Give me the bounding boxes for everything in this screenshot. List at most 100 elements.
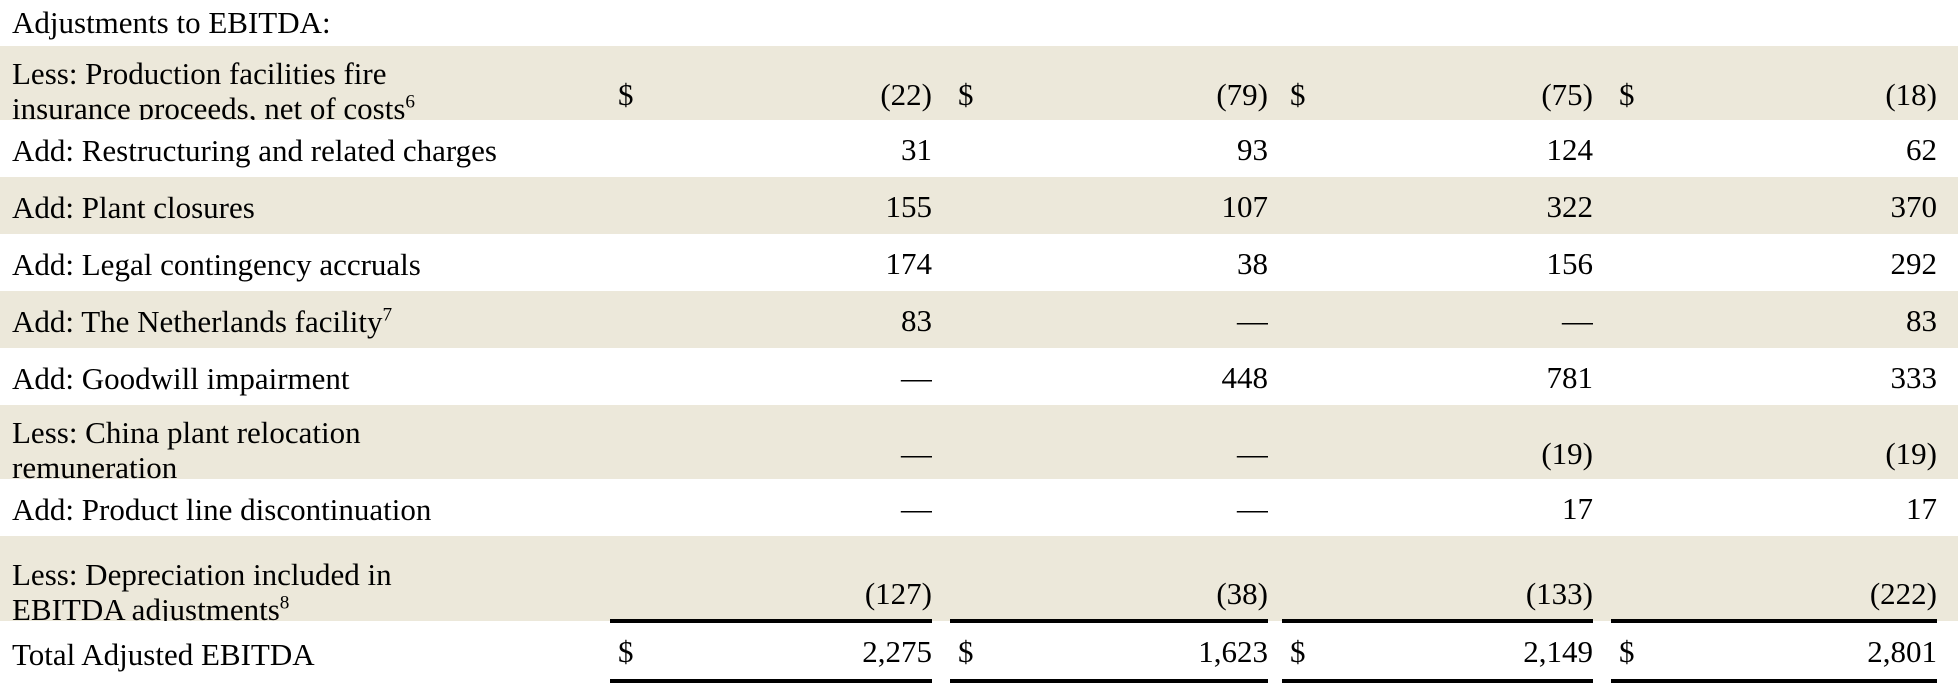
column-gap [932, 234, 950, 291]
right-margin [1937, 405, 1958, 479]
value-cell: (133) [1338, 536, 1593, 623]
row-label-line: Add: Plant closures [12, 190, 255, 225]
value-cell: 83 [1667, 291, 1937, 348]
currency-cell [950, 479, 1006, 536]
table-header-row: Adjustments to EBITDA: [0, 0, 1958, 46]
currency-cell: $ [1282, 46, 1338, 120]
currency-cell: $ [950, 621, 1006, 683]
column-gap [1268, 405, 1282, 479]
column-gap [1593, 46, 1611, 120]
value-cell: (75) [1338, 46, 1593, 120]
currency-cell [1611, 536, 1667, 623]
row-label: Less: Production facilities fire insuranc… [0, 46, 610, 120]
value-cell: 322 [1338, 177, 1593, 234]
column-gap [1593, 621, 1611, 681]
value-cell: 781 [1546, 360, 1594, 395]
table-row: Add: Plant closures 155 107 322 370 [0, 177, 1958, 234]
currency-cell [950, 234, 1006, 291]
right-margin [1937, 177, 1958, 234]
value-cell: 17 [1906, 491, 1937, 526]
total-row: Total Adjusted EBITDA $2,275 $1,623 $2,149 $… [0, 621, 1958, 683]
column-gap [1593, 479, 1611, 536]
column-gap [1593, 120, 1611, 177]
table-row: Add: Goodwill impairment — 448 781 333 [0, 348, 1958, 405]
currency-cell: $ [610, 621, 666, 683]
currency-cell: $ [950, 46, 1006, 120]
table-row: Less: Depreciation included in EBITDA adj… [0, 536, 1958, 623]
column-gap [1593, 291, 1611, 348]
value-cell: 292 [1890, 246, 1938, 281]
currency-cell [1282, 405, 1338, 479]
row-label: Less: China plant relocation remuneration [0, 405, 610, 479]
value-cell: 370 [1667, 177, 1937, 234]
row-label: Add: Plant closures [0, 177, 610, 234]
currency-cell: $ [1611, 621, 1667, 683]
column-gap [1593, 234, 1611, 291]
value-cell: (79) [1006, 46, 1268, 120]
currency-cell [1611, 405, 1667, 479]
value-cell: (18) [1667, 46, 1937, 120]
right-margin [1937, 46, 1958, 120]
value-cell: 1,623 [1006, 621, 1268, 683]
row-label: Add: Product line discontinuation [0, 479, 610, 536]
right-margin [1937, 348, 1958, 405]
value-cell: (22) [666, 46, 932, 120]
currency-cell [950, 291, 1006, 348]
right-margin [1937, 479, 1958, 536]
value-cell: — [1338, 291, 1593, 348]
currency-cell [1611, 120, 1667, 177]
column-gap [932, 291, 950, 348]
column-gap [1268, 177, 1282, 234]
value-cell: 2,275 [666, 621, 932, 683]
currency-cell [1282, 479, 1338, 536]
currency-cell [1282, 120, 1338, 177]
right-margin [1937, 120, 1958, 177]
currency-cell [610, 234, 666, 291]
currency-cell [950, 120, 1006, 177]
value-cell: 2,801 [1667, 621, 1937, 683]
value-cell: 93 [1237, 132, 1268, 167]
column-gap [1268, 479, 1282, 536]
row-label: Add: Legal contingency accruals [0, 234, 610, 291]
currency-cell [610, 536, 666, 623]
value-cell: 124 [1546, 132, 1594, 167]
currency-cell [1611, 234, 1667, 291]
value-cell: 156 [1546, 246, 1594, 281]
currency-cell [1611, 177, 1667, 234]
currency-cell [950, 177, 1006, 234]
row-label-line: Less: Depreciation included in [12, 557, 392, 592]
right-margin [1937, 536, 1958, 621]
table-row: Less: China plant relocation remuneration… [0, 405, 1958, 479]
currency-cell [1282, 291, 1338, 348]
column-gap [932, 46, 950, 120]
row-label: Add: The Netherlands facility7 [0, 291, 610, 348]
column-gap [1593, 348, 1611, 405]
value-cell: 155 [666, 177, 932, 234]
currency-cell [1282, 234, 1338, 291]
column-gap [932, 348, 950, 405]
value-cell: — [666, 405, 932, 479]
right-margin [1937, 621, 1958, 681]
value-cell: — [901, 360, 932, 395]
value-cell: (19) [1338, 405, 1593, 479]
section-header: Adjustments to EBITDA: [0, 0, 1958, 46]
value-cell: 38 [1237, 246, 1268, 281]
row-label-line: Add: The Netherlands facility7 [12, 304, 393, 339]
currency-cell [1282, 177, 1338, 234]
currency-cell [1611, 479, 1667, 536]
table-row: Add: Legal contingency accruals 174 38 156 2… [0, 234, 1958, 291]
value-cell: 333 [1890, 360, 1938, 395]
table-row: Add: Product line discontinuation — — 17 17 [0, 479, 1958, 536]
row-label-line: Add: Product line discontinuation [12, 492, 432, 527]
value-cell: 174 [885, 246, 933, 281]
column-gap [932, 177, 950, 234]
column-gap [932, 405, 950, 479]
currency-cell [1282, 348, 1338, 405]
value-cell: (19) [1667, 405, 1937, 479]
currency-cell [950, 348, 1006, 405]
row-label: Add: Goodwill impairment [0, 348, 610, 405]
currency-cell: $ [610, 46, 666, 120]
value-cell: 62 [1906, 132, 1937, 167]
